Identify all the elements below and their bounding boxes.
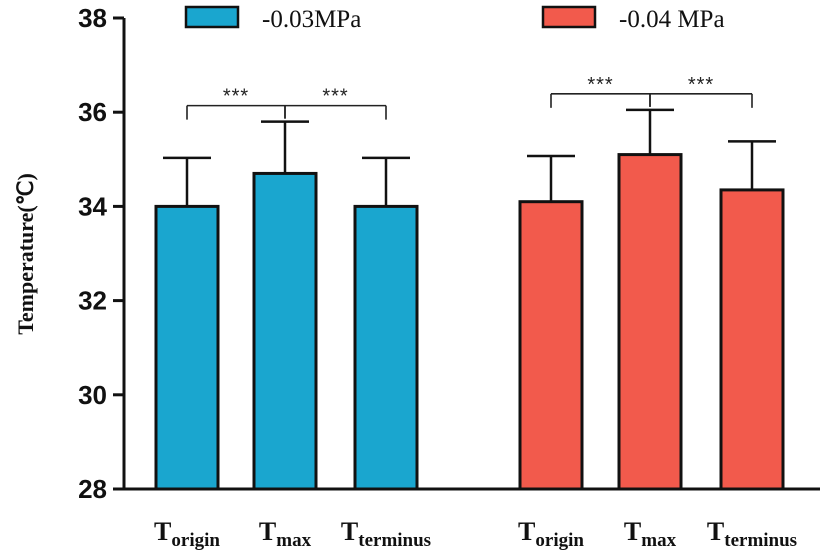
y-tick-label: 30 (78, 380, 107, 410)
x-tick-label: Tmax (259, 517, 312, 551)
bar (518, 200, 584, 491)
legend-label-series-2: -0.04 MPa (619, 6, 725, 33)
y-tick-label: 32 (78, 286, 107, 316)
significance-label: *** (223, 86, 249, 108)
legend-swatch-series-1 (184, 5, 240, 29)
x-tick-label: Torigin (518, 517, 584, 551)
bar (154, 204, 220, 491)
legend: -0.03MPa -0.04 MPa (184, 5, 725, 33)
x-tick-label: Tterminus (707, 517, 797, 551)
bar (353, 204, 419, 491)
bars: *** *** *** *** (154, 74, 785, 491)
y-tick-label: 38 (78, 3, 107, 33)
y-axis-ticks: 28 30 32 34 36 38 (78, 3, 124, 504)
significance-label: *** (688, 74, 714, 96)
significance-label: *** (587, 74, 613, 96)
x-tick-label: Tterminus (341, 517, 431, 551)
y-axis-title: Temperature(℃) (13, 173, 38, 335)
x-tick-label: Tmax (624, 517, 677, 551)
legend-swatch-series-2 (541, 5, 597, 29)
x-axis-labels: Torigin Tmax Tterminus Torigin Tmax Tterminus (154, 517, 797, 551)
y-tick-label: 28 (78, 474, 107, 504)
legend-label-series-1: -0.03MPa (262, 6, 361, 33)
y-tick-label: 34 (78, 191, 107, 221)
bar (617, 153, 683, 491)
x-tick-label: Torigin (154, 517, 220, 551)
y-tick-label: 36 (78, 97, 107, 127)
bar (252, 171, 318, 491)
bar (719, 188, 785, 491)
significance-label: *** (322, 86, 348, 108)
